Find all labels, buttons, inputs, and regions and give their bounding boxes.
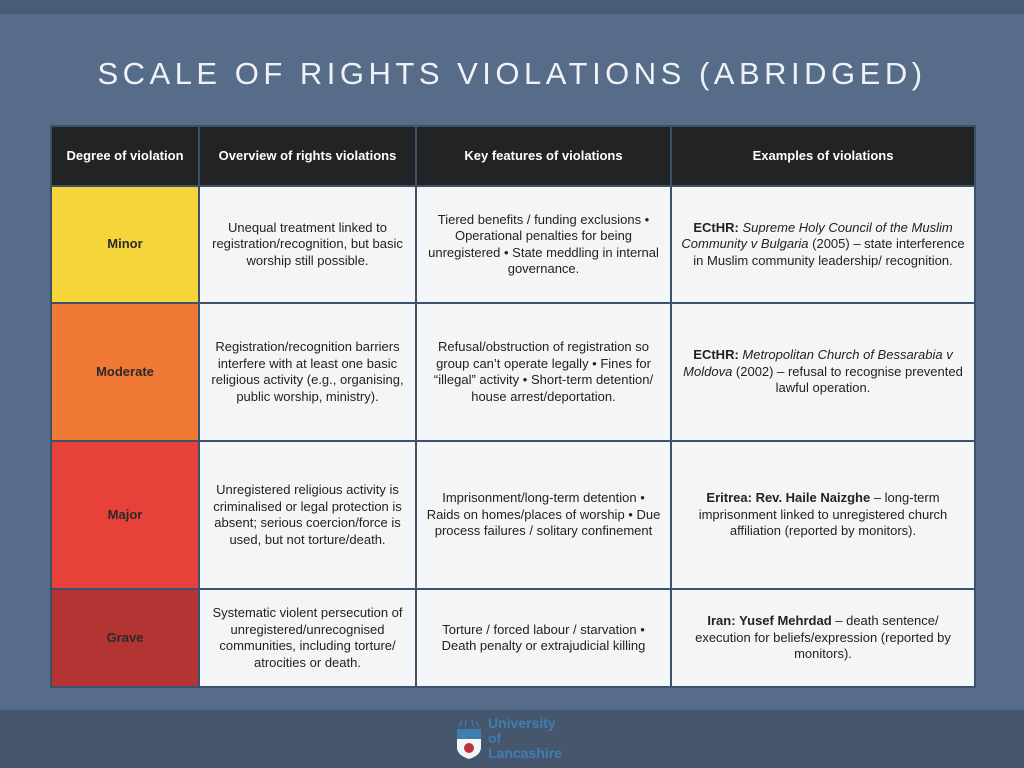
- overview-cell: Unequal treatment linked to registration…: [198, 185, 417, 304]
- example-cell: Eritrea: Rev. Haile Naizghe – long-term …: [670, 440, 976, 590]
- features-cell: Imprisonment/long-term detention • Raids…: [415, 440, 672, 590]
- example-description: – long-term imprisonment linked to unreg…: [698, 490, 948, 539]
- overview-cell: Systematic violent persecution of unregi…: [198, 588, 417, 688]
- table-row: Major Unregistered religious activity is…: [50, 440, 976, 590]
- example-cell: ECtHR: Metropolitan Church of Bessarabia…: [670, 302, 976, 442]
- table-row: Grave Systematic violent persecution of …: [50, 588, 976, 688]
- degree-cell: Moderate: [50, 302, 200, 442]
- footer-band: [0, 710, 1024, 768]
- features-cell: Refusal/obstruction of registration so g…: [415, 302, 672, 442]
- crest-icon: [457, 719, 481, 759]
- table-row: Moderate Registration/recognition barrie…: [50, 302, 976, 442]
- example-cell: Iran: Yusef Mehrdad – death sentence/ ex…: [670, 588, 976, 688]
- page-title: SCALE OF RIGHTS VIOLATIONS (ABRIDGED): [97, 56, 927, 91]
- degree-cell: Major: [50, 440, 200, 590]
- example-description: – death sentence/ execution for beliefs/…: [695, 613, 951, 662]
- overview-cell: Registration/recognition barriers interf…: [198, 302, 417, 442]
- degree-cell: Grave: [50, 588, 200, 688]
- features-cell: Tiered benefits / funding exclusions • O…: [415, 185, 672, 304]
- example-source: ECtHR:: [693, 219, 739, 235]
- top-strip: [0, 0, 1024, 14]
- table-row: Minor Unequal treatment linked to regist…: [50, 185, 976, 304]
- example-person: Yusef Mehrdad: [739, 613, 832, 629]
- degree-cell: Minor: [50, 185, 200, 304]
- features-cell: Torture / forced labour / starvation • D…: [415, 588, 672, 688]
- university-logo: University of Lancashire: [456, 715, 562, 761]
- header-degree: Degree of violation: [50, 125, 200, 187]
- example-person: Rev. Haile Naizghe: [755, 490, 871, 506]
- example-source: ECtHR:: [693, 347, 739, 363]
- header-overview: Overview of rights violations: [198, 125, 417, 187]
- example-description: (2005) – state interference in Muslim co…: [693, 236, 965, 268]
- logo-text: University of Lancashire: [488, 715, 562, 761]
- example-cell: ECtHR: Supreme Holy Council of the Musli…: [670, 185, 976, 304]
- violations-table: Degree of violation Overview of rights v…: [50, 125, 976, 688]
- header-features: Key features of violations: [415, 125, 672, 187]
- example-case: Metropolitan Church of Bessarabia v Mold…: [683, 347, 953, 379]
- header-row: Degree of violation Overview of rights v…: [50, 125, 976, 187]
- example-source: Eritrea:: [706, 490, 752, 506]
- example-source: Iran:: [707, 613, 736, 629]
- header-examples: Examples of violations: [670, 125, 976, 187]
- overview-cell: Unregistered religious activity is crimi…: [198, 440, 417, 590]
- example-case: Supreme Holy Council of the Muslim Commu…: [681, 219, 953, 252]
- example-description: (2002) – refusal to recognise prevented …: [732, 363, 963, 396]
